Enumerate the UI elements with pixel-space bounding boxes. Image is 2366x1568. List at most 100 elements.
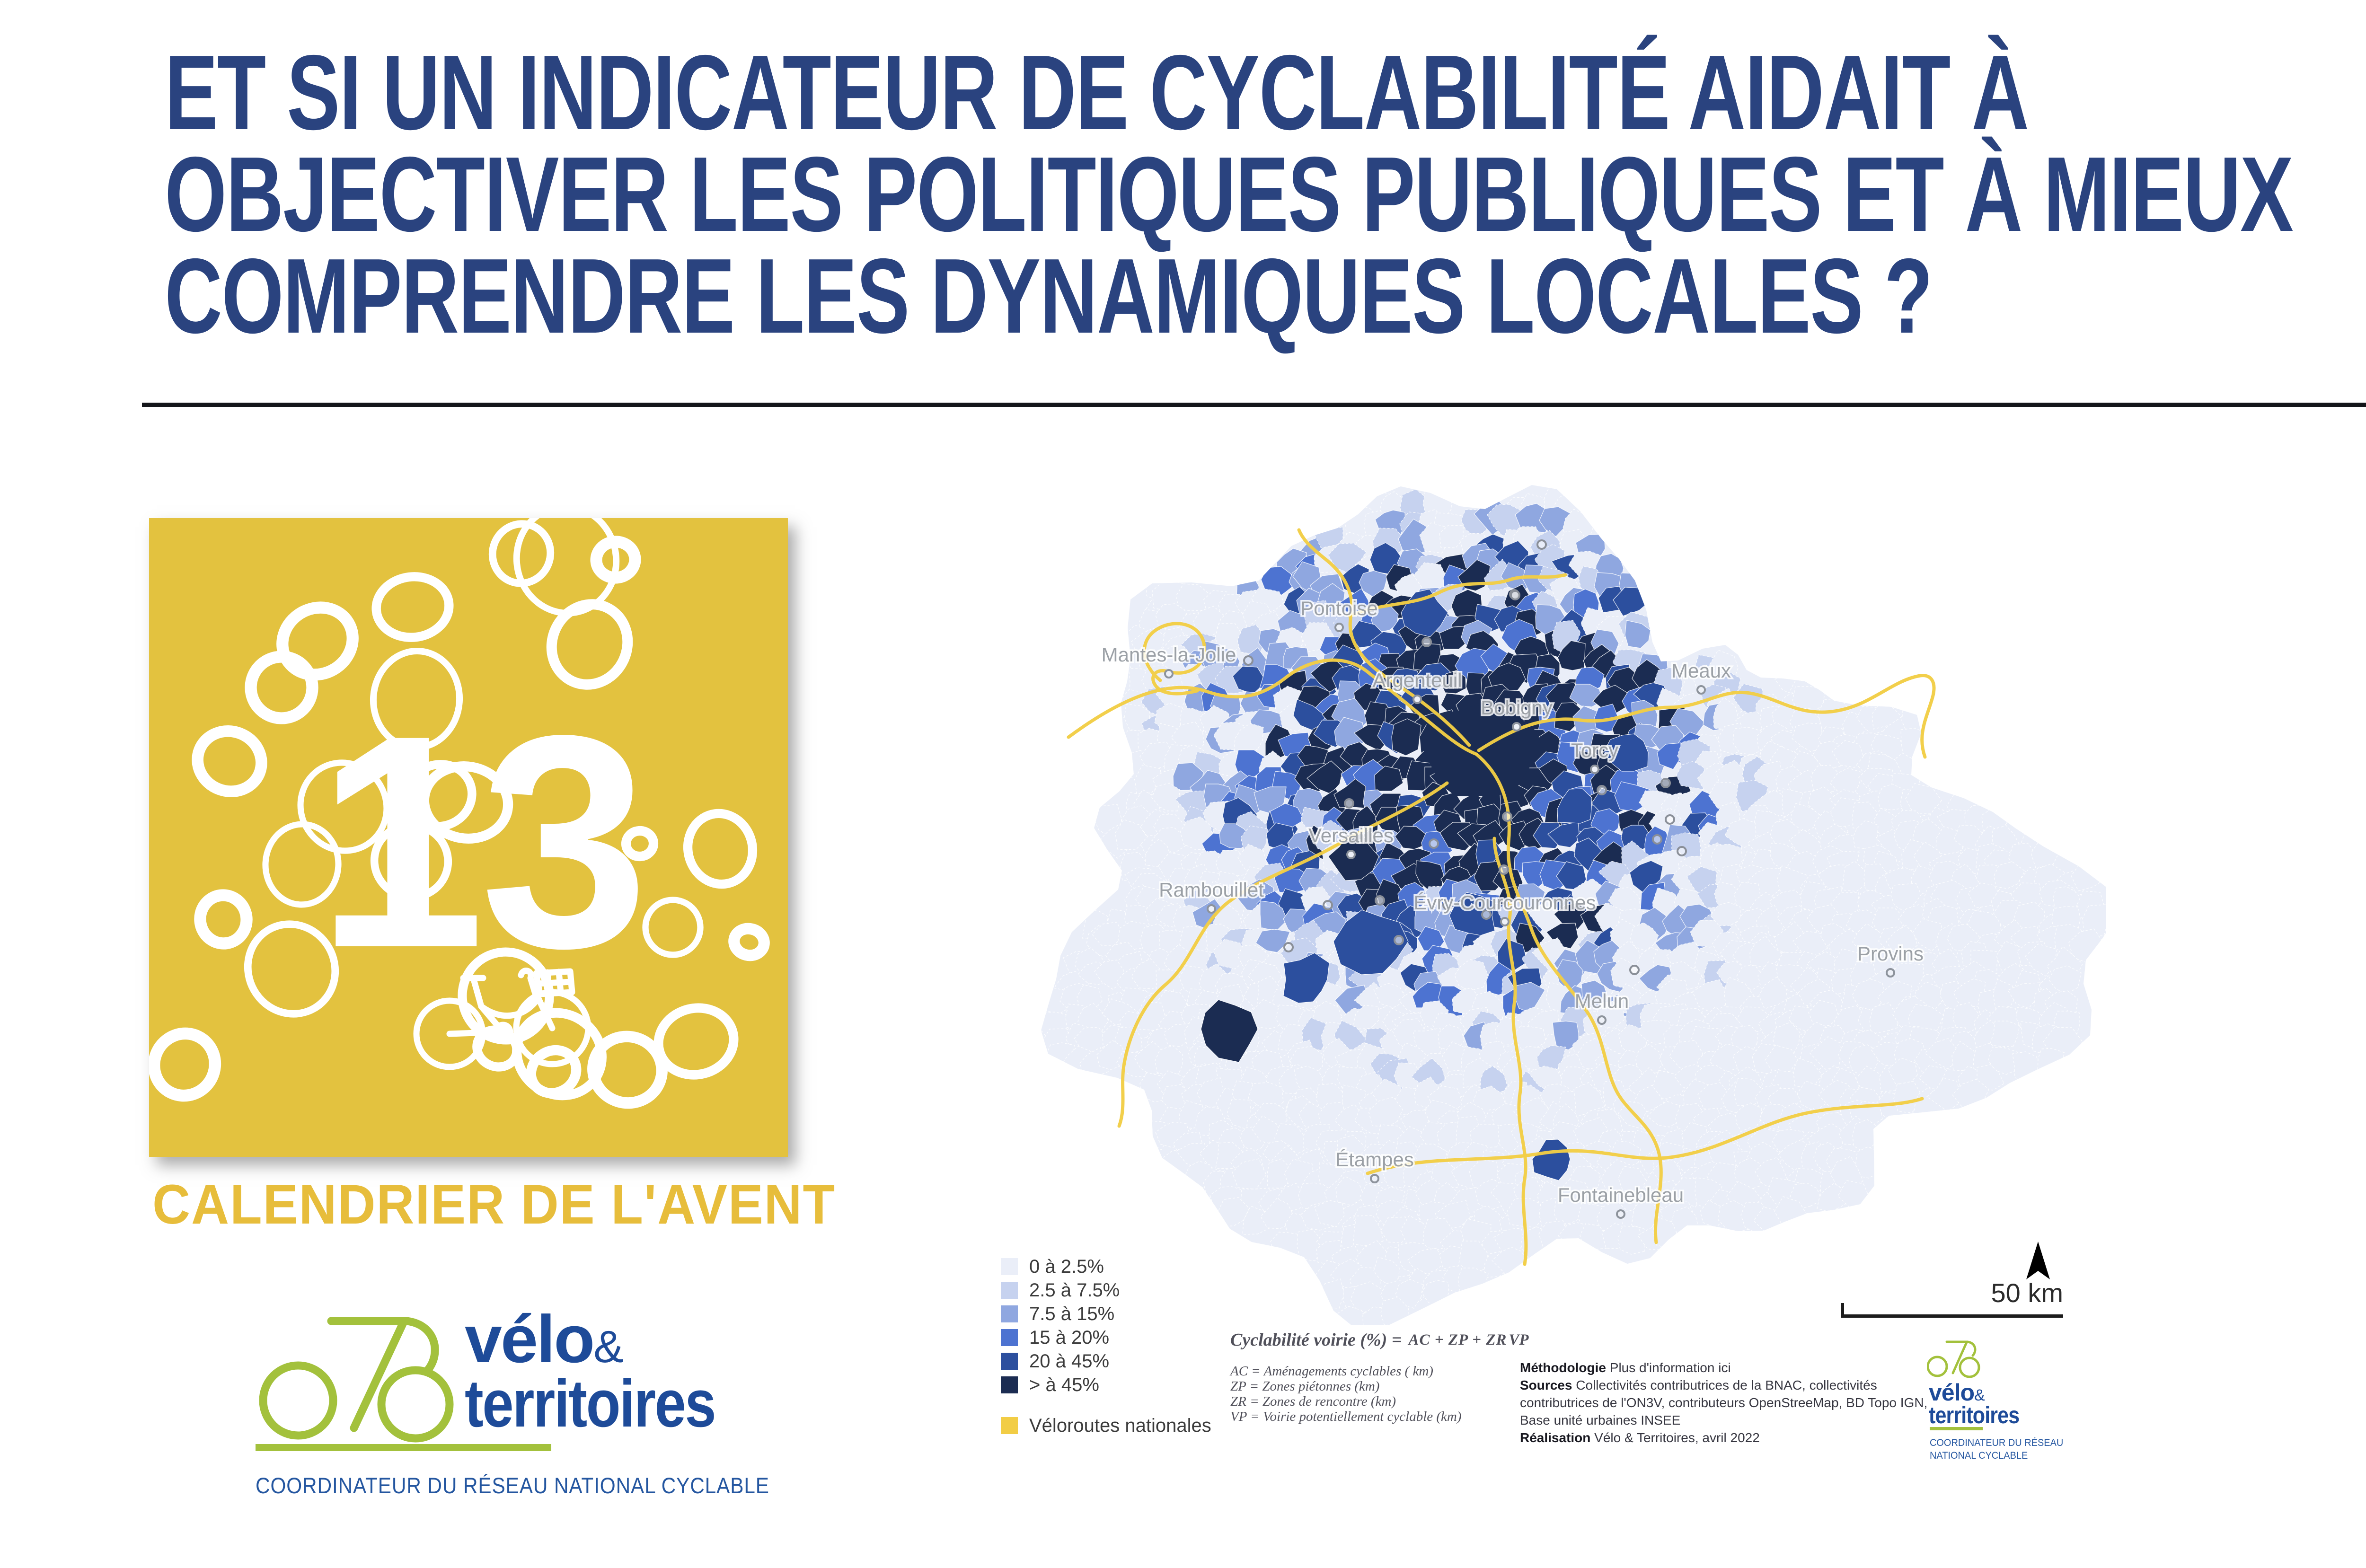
legend-item-veloroutes: Véloroutes nationales <box>1001 1414 1211 1437</box>
legend-classes: 0 à 2.5% 2.5 à 7.5% 7.5 à 15% 15 à 20% 20 à … <box>1001 1255 1211 1397</box>
title-line-1: ET SI UN INDICATEUR DE CYCLABILITÉ AIDAI… <box>165 33 2029 152</box>
definition-ac: AC = Aménagements cyclables ( km) <box>1230 1364 1433 1379</box>
formula-denominator: VP <box>1509 1331 1529 1348</box>
credit-methodology: Méthodologie Plus d'information ici <box>1520 1359 1927 1376</box>
legend-swatch-3 <box>1001 1329 1018 1346</box>
title-line-3: COMPRENDRE LES DYNAMIQUES LOCALES ? <box>165 236 1933 355</box>
svg-text:Bobigny: Bobigny <box>1481 696 1553 719</box>
definition-zr: ZR = Zones de rencontre (km) <box>1230 1394 1396 1409</box>
legend-label-0: 0 à 2.5% <box>1029 1256 1104 1277</box>
legend-swatch-5 <box>1001 1376 1018 1393</box>
svg-text:Argenteuil: Argenteuil <box>1372 669 1462 691</box>
logo-ampersand: & <box>593 1321 624 1372</box>
choropleth-map[interactable]: Pontoise Mantes-la-Jolie Argenteuil Bobigny… <box>1041 449 2118 1329</box>
svg-text:Versailles: Versailles <box>1308 824 1394 846</box>
divider-line <box>142 403 2366 407</box>
city-Fontainebleau: Fontainebleau <box>1556 1182 1686 1219</box>
logo-green-rule <box>256 1444 551 1451</box>
advent-card-art: 13 <box>148 503 770 1109</box>
credit-sources-2: contributrices de l'ON3V, contributeurs … <box>1520 1395 1928 1410</box>
map-credits: Méthodologie Plus d'information ici Sour… <box>1520 1359 1927 1446</box>
veloroutes-label: Véloroutes nationales <box>1029 1415 1211 1436</box>
legend-swatch-0 <box>1001 1258 1018 1275</box>
realisation-text: Vélo & Territoires, avril 2022 <box>1590 1430 1760 1445</box>
legend-swatch-4 <box>1001 1353 1018 1370</box>
bicycle-icon <box>413 968 592 1070</box>
city-Étampes: Étampes <box>1334 1147 1415 1183</box>
small-logo-tagline: COORDINATEUR DU RÉSEAU NATIONAL CYCLABLE <box>1930 1436 2063 1462</box>
methodology-text[interactable]: Plus d'information ici <box>1606 1360 1731 1375</box>
logo-tagline: COORDINATEUR DU RÉSEAU NATIONAL CYCLABLE <box>256 1473 769 1498</box>
dark-cluster <box>1333 909 1409 975</box>
dark-cluster <box>1283 952 1330 1004</box>
sources-text-1: Collectivités contributrices de la BNAC,… <box>1572 1378 1877 1392</box>
small-logo-tagline-1: COORDINATEUR DU RÉSEAU <box>1930 1437 2064 1448</box>
scale-bar <box>1841 1303 2063 1318</box>
svg-text:Provins: Provins <box>1857 943 1924 965</box>
svg-text:Meaux: Meaux <box>1671 660 1731 682</box>
legend-item-5: > à 45% <box>1001 1373 1211 1397</box>
city-Provins: Provins <box>1855 941 1925 978</box>
veloroutes-swatch <box>1001 1417 1018 1434</box>
north-arrow-icon <box>2026 1242 2050 1279</box>
svg-text:Étampes: Étampes <box>1335 1148 1414 1171</box>
dark-cluster <box>1603 733 1649 772</box>
small-logo-tagline-2: NATIONAL CYCLABLE <box>1930 1450 2028 1461</box>
doodle-circles <box>148 503 770 1109</box>
advent-caption: CALENDRIER DE L'AVENT <box>152 1173 836 1236</box>
formula-definitions: AC = Aménagements cyclables ( km) ZP = Z… <box>1230 1364 1529 1424</box>
city-labels: Pontoise Mantes-la-Jolie Argenteuil Bobigny… <box>1100 596 1925 1219</box>
city-Argenteuil: Argenteuil <box>1371 668 1464 704</box>
logo-wordmark: vélo& territoires <box>465 1306 763 1437</box>
formula-fraction: AC + ZP + ZR VP <box>1408 1331 1528 1349</box>
dark-cluster <box>1557 788 1592 824</box>
dark-cluster <box>1449 892 1495 936</box>
legend-item-2: 7.5 à 15% <box>1001 1302 1211 1326</box>
small-logo-wordmark: vélo& territoires <box>1929 1381 2034 1427</box>
advent-day-card: 13 <box>148 503 788 1157</box>
small-logo-green-rule <box>1930 1427 1983 1430</box>
svg-text:Fontainebleau: Fontainebleau <box>1558 1184 1684 1206</box>
svg-text:Rambouillet: Rambouillet <box>1159 879 1264 901</box>
city-Versailles: Versailles <box>1307 823 1395 859</box>
veloroutes-layer <box>1067 528 1936 1266</box>
velo-territoires-logo-small: vélo& territoires COORDINATEUR DU RÉSEAU… <box>1925 1334 2067 1467</box>
sources-label: Sources <box>1520 1378 1572 1392</box>
small-logo-bike-icon <box>1927 1340 1980 1378</box>
city-Torcy: Torcy <box>1569 738 1620 774</box>
city-Mantes-la-Jolie: Mantes-la-Jolie <box>1100 642 1238 678</box>
page-title: ET SI UN INDICATEUR DE CYCLABILITÉ AIDAI… <box>165 33 2366 355</box>
credit-realisation: Réalisation Vélo & Territoires, avril 20… <box>1520 1429 1927 1446</box>
cyclability-map: Pontoise Mantes-la-Jolie Argenteuil Bobigny… <box>1041 449 2118 1329</box>
legend-label-3: 15 à 20% <box>1029 1327 1110 1348</box>
methodology-label: Méthodologie <box>1520 1360 1606 1375</box>
logo-territoires-text: territoires <box>465 1366 716 1441</box>
legend-label-1: 2.5 à 7.5% <box>1029 1279 1120 1301</box>
svg-text:Melun: Melun <box>1575 990 1629 1012</box>
legend-item-4: 20 à 45% <box>1001 1349 1211 1373</box>
city-Meaux: Meaux <box>1669 658 1733 695</box>
advent-day-number: 13 <box>317 672 644 1011</box>
realisation-label: Réalisation <box>1520 1430 1591 1445</box>
small-logo-ampersand: & <box>1974 1386 1985 1404</box>
city-Évry-Courcouronnes: Évry-Courcouronnes <box>1412 890 1598 926</box>
legend-swatch-1 <box>1001 1282 1018 1299</box>
city-Melun: Melun <box>1573 988 1631 1025</box>
logo-bike-icon <box>259 1317 454 1443</box>
formula-numerator: AC + ZP + ZR <box>1408 1331 1507 1348</box>
map-legend: 0 à 2.5% 2.5 à 7.5% 7.5 à 15% 15 à 20% 20 à … <box>1001 1255 1211 1437</box>
svg-text:Pontoise: Pontoise <box>1300 597 1377 619</box>
legend-item-1: 2.5 à 7.5% <box>1001 1278 1211 1302</box>
dark-cluster <box>1201 999 1258 1063</box>
svg-text:Torcy: Torcy <box>1571 739 1618 761</box>
small-logo-territoires-text: territoires <box>1929 1402 2020 1428</box>
small-logo-velo-text: vélo <box>1929 1379 1975 1406</box>
city-Pontoise: Pontoise <box>1299 596 1379 632</box>
title-line-2: OBJECTIVER LES POLITIQUES PUBLIQUES ET À… <box>165 134 2294 254</box>
definition-zp: ZP = Zones piétonnes (km) <box>1230 1379 1380 1394</box>
velo-territoires-logo: vélo& territoires COORDINATEUR DU RÉSEAU… <box>251 1296 866 1519</box>
city-Rambouillet: Rambouillet <box>1157 877 1266 914</box>
legend-item-3: 15 à 20% <box>1001 1326 1211 1349</box>
cyclability-formula: Cyclabilité voirie (%) = AC + ZP + ZR VP… <box>1230 1330 1529 1424</box>
